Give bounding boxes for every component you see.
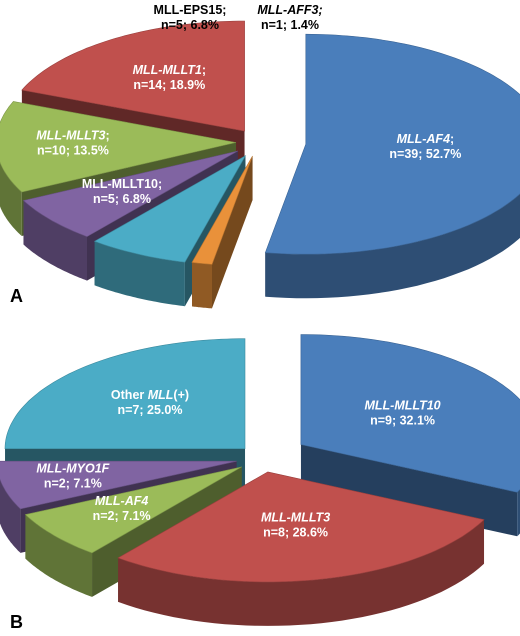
label-gene: MLL-MLLT10; (82, 177, 162, 191)
slice-label: Other MLL(+) n=7; 25.0% (111, 388, 189, 417)
label-count: n=2; 7.1% (93, 509, 151, 523)
label-suffix: ; (202, 63, 206, 77)
label-gene: MLL-AFF3; (257, 3, 322, 17)
slice-mll-mllt1 (21, 20, 245, 132)
slice-mll (4, 338, 246, 449)
label-gene: MLL-MLLT3 (36, 129, 105, 143)
label-suffix: (+) (173, 388, 189, 402)
slice-label: MLL-AF4 n=2; 7.1% (93, 494, 151, 523)
label-gene: MLL-AF4 (397, 132, 451, 146)
label-gene: MLL-MLLT1 (133, 63, 202, 77)
slice-mll-mllt3 (0, 101, 237, 193)
slice-label: MLL-MLLT3 n=8; 28.6% (261, 511, 330, 540)
slice-label: MLL-MLLT10; n=5; 6.8% (82, 177, 162, 206)
label-gene: MLL-MLLT3 (261, 511, 330, 525)
slice-outer-wall (0, 162, 22, 236)
slice-outer-wall (23, 200, 87, 281)
label-count: n=2; 7.1% (44, 476, 102, 490)
slice-outer-wall (517, 489, 520, 537)
label-gene: MLL-MLLT10 (364, 398, 440, 412)
slice-outer-wall (94, 241, 185, 307)
label-count: n=5; 6.8% (161, 18, 219, 32)
slice-label: MLL-AFF3; n=1; 1.4% (257, 3, 322, 32)
label-prefix: Other (111, 388, 148, 402)
slice-mll-mllt10 (22, 150, 238, 237)
label-count: n=5; 6.8% (93, 192, 151, 206)
label-count: n=8; 28.6% (263, 526, 328, 540)
label-count: n=14; 18.9% (133, 78, 205, 92)
slice-outer-wall (265, 193, 520, 299)
slice-outer-wall (25, 514, 92, 597)
panel-label: A (10, 286, 23, 306)
slice-label: MLL-AF4; n=39; 52.7% (389, 132, 461, 161)
slice-label: MLL-MLLT1; n=14; 18.9% (133, 63, 206, 92)
label-gene: MLL-AF4 (95, 494, 149, 508)
slice-mll-af4 (264, 33, 520, 255)
slice-outer-wall (0, 479, 21, 553)
slice-label: MLL-MYO1F n=2; 7.1% (36, 461, 109, 490)
label-gene: MLL (148, 388, 174, 402)
label-count: n=7; 25.0% (118, 403, 183, 417)
slice-mll-eps15 (93, 155, 247, 263)
label-count: n=1; 1.4% (261, 18, 319, 32)
slice-radial-face (211, 155, 253, 309)
label-count: n=39; 52.7% (389, 147, 461, 161)
slice-mll-mllt10 (300, 334, 520, 493)
slice-mll-myo1f (0, 460, 237, 510)
slice-outer-wall (192, 262, 212, 309)
panel-label: B (10, 612, 23, 632)
label-suffix: ; (105, 129, 109, 143)
label-count: n=10; 13.5% (37, 144, 109, 158)
slice-label: MLL-EPS15; n=5; 6.8% (154, 3, 227, 32)
slice-outer-wall (118, 519, 484, 626)
label-gene: MLL-EPS15; (154, 3, 227, 17)
slice-radial-face (300, 444, 518, 537)
slice-mll-aff3 (191, 155, 253, 265)
label-gene: MLL-MYO1F (36, 461, 109, 475)
slice-mll-mllt3 (117, 471, 485, 583)
pie-a: MLL-AF4; n=39; 52.7%MLL-AFF3; n=1; 1.4%MLL… (0, 3, 520, 309)
pie-b: MLL-MLLT10 n=9; 32.1%MLL-MLLT3 n=8; 28.6%M… (0, 334, 520, 632)
slice-label: MLL-MLLT10 n=9; 32.1% (364, 398, 440, 427)
slice-mll-af4 (24, 466, 242, 554)
slice-label: MLL-MLLT3; n=10; 13.5% (36, 129, 109, 158)
label-suffix: ; (450, 132, 454, 146)
label-count: n=9; 32.1% (370, 413, 435, 427)
